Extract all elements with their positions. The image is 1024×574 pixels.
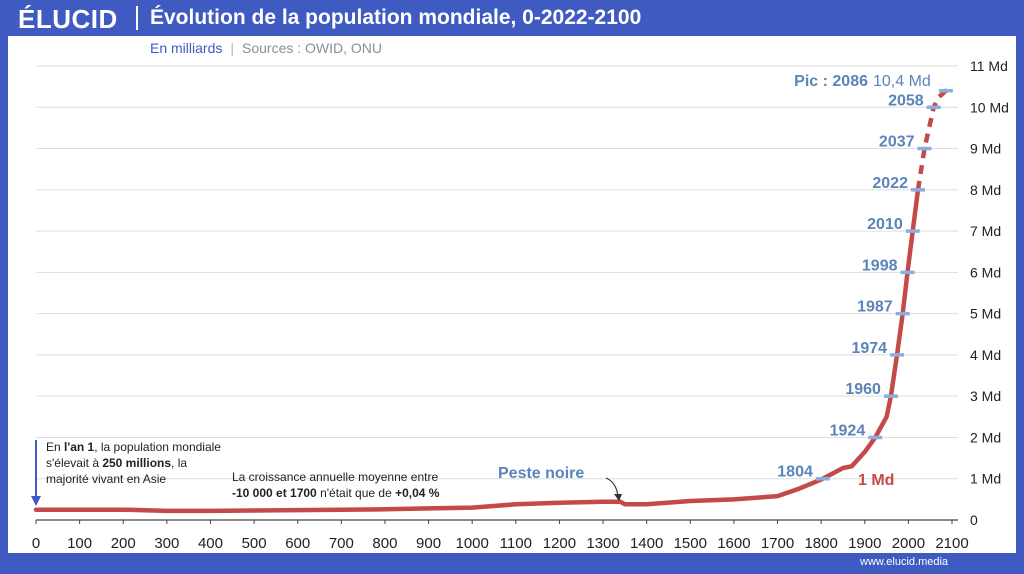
growth-text-line-2: -10 000 et 1700 n'était que de +0,04 % — [232, 486, 440, 500]
y-tick-label: 9 Md — [970, 141, 1001, 157]
x-tick-label: 300 — [154, 535, 179, 552]
brand-logo: ÉLUCID — [18, 4, 118, 34]
y-tick-label: 8 Md — [970, 182, 1001, 198]
milestone-label: 1804 — [777, 464, 813, 481]
x-tick-label: 900 — [416, 535, 441, 552]
milestone-label: 2022 — [872, 175, 908, 192]
chart-subtitle: En milliards | Sources : OWID, ONU — [150, 40, 382, 56]
one-billion-label: 1 Md — [858, 472, 894, 489]
x-tick-label: 1400 — [630, 535, 663, 552]
milestone-markers — [815, 89, 953, 481]
x-tick-label: 1100 — [500, 535, 532, 552]
x-tick-label: 0 — [32, 535, 40, 552]
x-tick-label: 700 — [329, 535, 354, 552]
black-death-arrow-head — [614, 494, 622, 501]
growth-annotation: La croissance annuelle moyenne entre -10… — [232, 470, 440, 500]
header-bar: ÉLUCID Évolution de la population mondia… — [0, 0, 1024, 36]
logo-separator — [136, 6, 138, 30]
black-death-arrow — [605, 477, 619, 497]
sources-label: Sources : OWID, ONU — [242, 40, 383, 56]
x-tick-label: 1600 — [717, 535, 750, 552]
milestone-label: 1960 — [845, 381, 881, 398]
x-tick-label: 600 — [285, 535, 310, 552]
x-tick-label: 1000 — [456, 535, 489, 552]
x-tick-label: 2100 — [935, 535, 968, 552]
milestone-label: 1924 — [830, 422, 866, 439]
y-tick-label: 4 Md — [970, 347, 1001, 363]
population-line — [33, 187, 921, 514]
x-tick-label: 1800 — [804, 535, 837, 552]
grid-lines — [36, 65, 958, 521]
y-tick-label: 10 Md — [970, 99, 1009, 115]
x-tick-label: 1700 — [761, 535, 794, 552]
unit-label: En milliards — [150, 40, 223, 56]
x-tick-label: 1200 — [543, 535, 576, 552]
year-one-arrow-head — [31, 496, 41, 506]
year-one-annotation: En l'an 1, la population mondiale s'élev… — [31, 440, 221, 506]
year-one-text-line-3: majorité vivant en Asie — [46, 472, 166, 486]
x-tick-label: 200 — [111, 535, 136, 552]
y-tick-label: 5 Md — [970, 306, 1001, 322]
black-death-label: Peste noire — [498, 465, 584, 482]
y-tick-label: 7 Md — [970, 223, 1001, 239]
milestone-label: 2058 — [888, 92, 924, 109]
y-tick-label: 0 — [970, 512, 978, 528]
x-tick-label: 1300 — [586, 535, 619, 552]
subtitle-separator: | — [230, 40, 234, 56]
x-tick-label: 500 — [242, 535, 267, 552]
x-tick-label: 400 — [198, 535, 223, 552]
year-one-text-line-1: En l'an 1, la population mondiale — [46, 440, 221, 454]
x-axis-ticks: 0 100 200 300 400 500 600 700 800 900 1000 1100 1200… — [32, 520, 969, 552]
x-tick-label: 1900 — [848, 535, 881, 552]
milestone-label: 1987 — [857, 299, 893, 316]
footer-site: www.elucid.media — [860, 556, 949, 568]
y-tick-label: 3 Md — [970, 388, 1001, 404]
milestone-label: 2010 — [867, 216, 903, 233]
projection-line — [915, 88, 952, 191]
y-tick-label: 1 Md — [970, 471, 1001, 487]
x-tick-label: 2000 — [892, 535, 925, 552]
milestone-label: 2037 — [879, 134, 915, 151]
x-tick-label: 1500 — [674, 535, 707, 552]
y-tick-label: 11 Md — [970, 58, 1008, 74]
milestone-label: 1998 — [862, 257, 898, 274]
peak-value-label: 10,4 Md — [873, 73, 931, 90]
y-tick-label: 2 Md — [970, 429, 1001, 445]
y-axis-ticks: 0 1 Md 2 Md 3 Md 4 Md 5 Md 6 Md 7 Md 8 Md 9 Md 10 … — [970, 58, 1009, 528]
milestone-label: Pic : 2086 — [794, 73, 868, 90]
series-lines — [33, 88, 952, 514]
black-death-annotation: Peste noire — [498, 465, 622, 501]
growth-text-line-1: La croissance annuelle moyenne entre — [232, 470, 438, 484]
year-one-text-line-2: s'élevait à 250 millions, la — [46, 456, 187, 470]
x-tick-label: 800 — [372, 535, 397, 552]
milestone-label: 1974 — [851, 340, 887, 357]
y-tick-label: 6 Md — [970, 264, 1001, 280]
milestone-labels: 1804 1924 1960 1974 1987 1998 2010 2022 2037 2058… — [777, 73, 923, 481]
chart-title: Évolution de la population mondiale, 0-2… — [150, 6, 642, 29]
x-tick-label: 100 — [67, 535, 92, 552]
